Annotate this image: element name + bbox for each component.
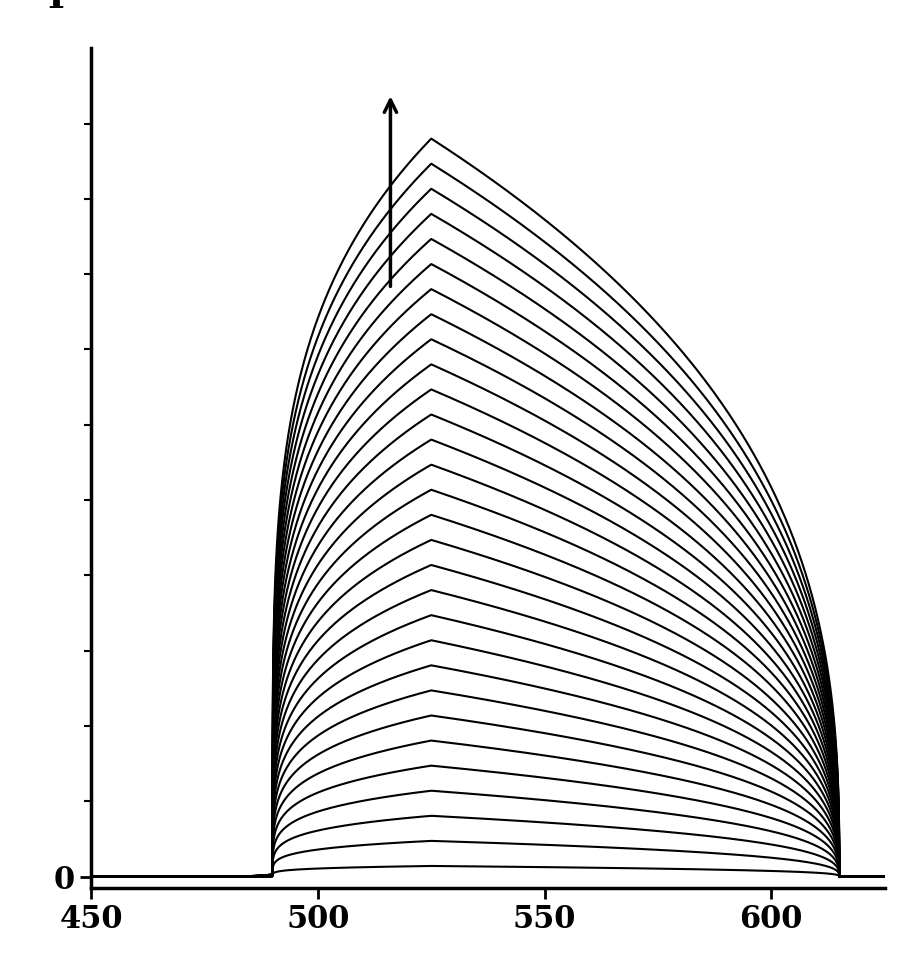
Text: I: I bbox=[47, 0, 65, 14]
